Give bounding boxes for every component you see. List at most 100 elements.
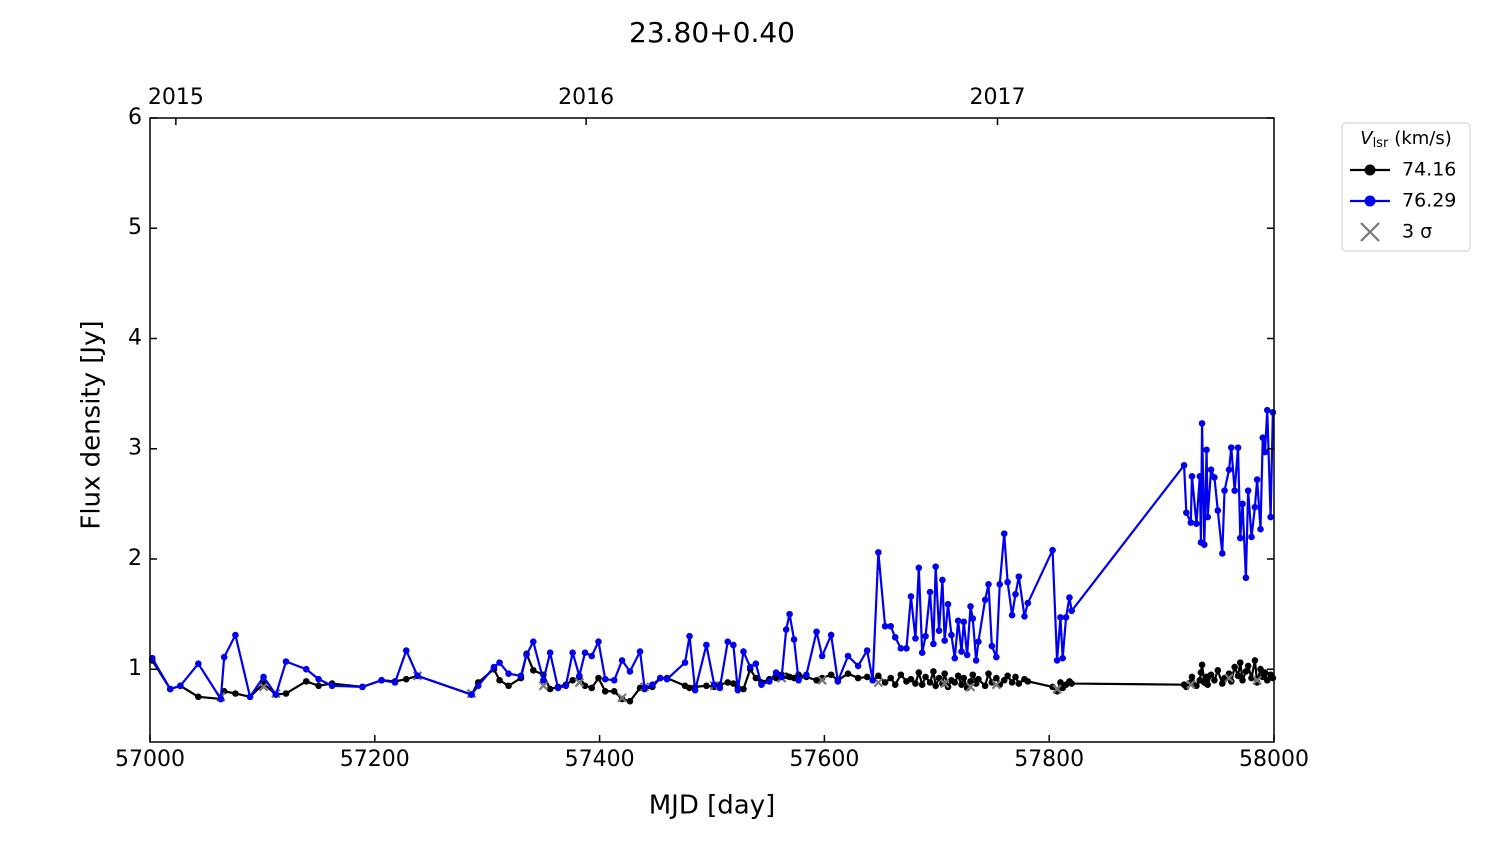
data-point: [601, 687, 609, 695]
data-point: [1267, 513, 1274, 521]
data-point: [1236, 534, 1244, 542]
data-point: [716, 684, 724, 692]
data-point: [681, 659, 689, 666]
data-point: [1000, 530, 1008, 537]
data-point: [581, 682, 589, 690]
data-point: [778, 673, 785, 681]
data-point: [595, 638, 602, 645]
data-point: [581, 649, 589, 656]
data-point: [1234, 672, 1242, 680]
data-point: [402, 647, 410, 654]
data-point: [546, 649, 554, 656]
data-point: [1004, 672, 1011, 680]
data-point: [972, 657, 980, 664]
data-point: [758, 681, 765, 688]
data-point: [1261, 448, 1269, 456]
data-point: [854, 662, 862, 670]
y-tick-label: 3: [128, 436, 142, 461]
data-point: [967, 678, 974, 685]
legend-label: 3 σ: [1402, 221, 1432, 243]
data-point: [649, 681, 656, 688]
data-point: [1197, 669, 1205, 676]
data-point: [887, 622, 895, 630]
data-point: [1012, 590, 1019, 598]
sigma-marker: [1224, 673, 1234, 683]
data-point: [641, 684, 648, 692]
data-point: [803, 671, 810, 679]
data-point: [844, 652, 852, 660]
data-point: [944, 600, 952, 608]
data-point: [772, 669, 780, 676]
data-point: [1239, 500, 1246, 508]
data-point: [710, 681, 718, 688]
x-tick-label: 57000: [115, 747, 185, 772]
data-point: [517, 672, 525, 680]
x-axis-label: MJD [day]: [649, 791, 776, 821]
data-point: [1068, 607, 1075, 615]
data-point: [975, 638, 982, 645]
data-point: [272, 691, 280, 698]
legend-marker: [1360, 222, 1380, 242]
data-point: [951, 679, 959, 686]
data-point: [724, 638, 732, 645]
data-point: [1196, 473, 1204, 480]
data-point: [588, 652, 596, 660]
legend-label: 74.16: [1402, 159, 1456, 181]
data-point: [734, 686, 742, 694]
data-point: [746, 663, 754, 671]
data-point: [177, 682, 184, 690]
data-point: [703, 682, 710, 690]
top-x-tick-label: 2017: [969, 85, 1025, 110]
data-point: [529, 638, 537, 645]
data-point: [1066, 594, 1073, 601]
data-point: [1203, 446, 1210, 454]
data-point: [1207, 671, 1215, 679]
data-point: [576, 672, 583, 680]
data-point: [782, 626, 790, 633]
data-point: [1236, 659, 1244, 666]
data-point: [1057, 614, 1064, 621]
data-point: [1024, 678, 1032, 685]
data-point: [246, 693, 254, 701]
data-point: [1021, 613, 1028, 620]
data-point: [618, 657, 626, 664]
data-point: [554, 684, 562, 692]
data-point: [954, 617, 962, 625]
data-point: [724, 679, 732, 686]
data-point: [1234, 444, 1242, 451]
data-point: [1012, 673, 1019, 681]
data-point: [795, 676, 802, 684]
data-point: [1183, 509, 1190, 516]
data-point: [562, 682, 570, 690]
data-point: [626, 697, 634, 705]
sigma-marker: [1252, 675, 1262, 686]
data-point: [1242, 668, 1250, 675]
data-point: [391, 679, 399, 686]
data-point: [941, 637, 948, 644]
sigma-marker: [817, 675, 827, 686]
data-point: [939, 576, 946, 584]
data-point: [930, 668, 937, 675]
data-point: [636, 648, 644, 655]
data-point: [540, 676, 547, 684]
data-point: [915, 564, 923, 572]
data-point: [941, 670, 948, 677]
data-point: [813, 628, 820, 636]
plot-frame: [149, 117, 1275, 743]
data-point: [1188, 673, 1196, 681]
data-point: [523, 651, 530, 659]
data-point: [601, 675, 609, 683]
data-point: [1201, 541, 1208, 548]
data-point: [468, 691, 475, 698]
data-point: [691, 686, 699, 694]
legend-marker: [1364, 164, 1376, 176]
data-point: [1062, 614, 1070, 621]
data-point: [1218, 680, 1226, 687]
series: [148, 406, 1277, 703]
data-point: [1227, 444, 1235, 451]
data-point: [922, 673, 929, 681]
data-point: [907, 675, 915, 683]
data-point: [918, 681, 926, 688]
data-point: [752, 674, 760, 682]
data-point: [903, 644, 910, 652]
